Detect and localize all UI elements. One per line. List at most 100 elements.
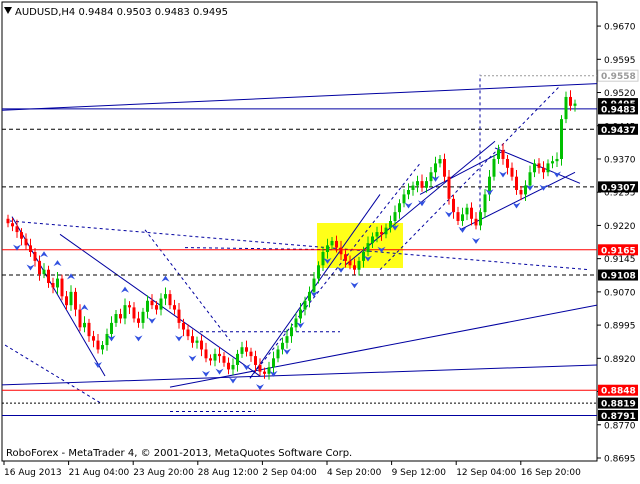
fractal-arrow-icon	[526, 184, 534, 191]
candle-bear	[177, 309, 181, 323]
candle-bull	[461, 214, 464, 221]
time-axis: 16 Aug 2013 21 Aug 04:00 23 Aug 20:00 28 Au…	[3, 461, 581, 478]
candle-bear	[339, 247, 343, 255]
fractal-arrow-icon	[391, 224, 399, 231]
fractal-arrow-icon	[337, 266, 345, 273]
fractal-arrow-icon	[296, 322, 305, 329]
candle-bull	[312, 278, 316, 292]
resistance-dashed-line	[9, 220, 591, 271]
candle-bull	[317, 265, 320, 279]
fractal-arrow-icon	[499, 171, 507, 178]
candle-bull	[366, 243, 370, 253]
candle-bull	[393, 212, 397, 221]
candle-bear	[443, 158, 446, 177]
candle-bull	[389, 220, 392, 228]
candle-bull	[326, 245, 329, 253]
channel-lower-line	[1, 364, 598, 386]
candle-bear	[168, 294, 172, 306]
fractal-arrow-icon	[256, 384, 264, 391]
candle-bull	[551, 161, 554, 164]
candle-bull	[438, 158, 442, 164]
candle-bull	[240, 347, 244, 354]
candle-bear	[249, 351, 253, 357]
candle-bull	[528, 172, 532, 186]
wave-line	[419, 149, 506, 195]
candle-bear	[542, 167, 545, 173]
y-tick-label: 0.8695	[604, 455, 636, 465]
candle-bull	[164, 294, 167, 299]
candle-bear	[33, 252, 37, 261]
y-tick-label: 0.9070	[604, 288, 636, 298]
candle-bear	[245, 347, 248, 352]
candle-bull	[303, 300, 307, 310]
candle-bull	[272, 358, 275, 368]
candle-bear	[182, 322, 185, 330]
candle-bull	[123, 305, 127, 319]
level-price-box	[598, 269, 638, 281]
x-tick-label: 12 Sep 04:00	[456, 468, 516, 478]
candle-bear	[515, 176, 518, 190]
candle-bear	[150, 300, 154, 306]
chart-header-symbol: AUDUSD,H4 0.9484 0.9503 0.9483 0.9495	[15, 7, 228, 18]
candle-bear	[254, 356, 257, 365]
fractal-arrow-icon	[107, 335, 116, 342]
candle-bull	[42, 269, 46, 275]
candle-bear	[29, 245, 32, 253]
y-tick-label: 0.8770	[604, 421, 636, 431]
x-tick-label: 16 Sep 20:00	[521, 468, 581, 478]
fractal-arrow-icon	[539, 184, 548, 191]
candle-bear	[218, 353, 221, 357]
candle-bear	[344, 254, 347, 261]
level-price-box	[598, 397, 638, 409]
level-price-box	[598, 123, 638, 135]
candle-bull	[69, 291, 73, 306]
candle-bear	[519, 189, 523, 195]
fractal-arrow-icon	[229, 377, 237, 384]
candle-bear	[87, 322, 91, 337]
level-price-box	[598, 181, 638, 193]
fractal-arrow-icon	[350, 282, 359, 289]
candle-bear	[447, 176, 451, 199]
wave-dashed-line	[379, 85, 561, 271]
candle-bull	[483, 194, 487, 213]
candle-bull	[146, 300, 149, 312]
fractal-arrow-icon	[134, 335, 143, 342]
candle-bull	[362, 252, 365, 261]
y-tick-label: 0.9670	[604, 23, 636, 33]
candle-bear	[348, 260, 352, 266]
candle-bull	[101, 345, 104, 350]
level-price-box	[598, 244, 638, 256]
candle-bear	[200, 340, 203, 350]
candle-bear	[510, 167, 514, 177]
candle-bear	[74, 291, 77, 310]
candle-bull	[488, 176, 491, 195]
candle-bear	[227, 362, 230, 370]
level-price-box	[598, 409, 638, 421]
x-tick-label: 21 Aug 04:00	[69, 468, 130, 478]
level-price-label: 0.9558	[601, 72, 636, 82]
fractal-arrow-icon	[553, 171, 561, 178]
channel-upper-line	[1, 83, 598, 111]
candle-bull	[159, 298, 163, 310]
candle-bear	[186, 329, 190, 337]
fractal-arrow-icon	[148, 317, 156, 324]
candle-bull	[375, 232, 379, 237]
candle-bull	[308, 291, 311, 301]
fractal-arrow-icon	[512, 202, 521, 209]
y-tick-label: 0.8995	[604, 322, 636, 332]
y-tick-label: 0.9595	[604, 56, 636, 66]
fractal-arrow-icon	[242, 364, 251, 371]
wave-dashed-line	[4, 344, 101, 404]
fractal-arrow-icon	[445, 211, 453, 218]
candle-bear	[209, 358, 212, 361]
candle-bull	[465, 207, 469, 215]
candle-bear	[119, 314, 122, 319]
candle-bear	[47, 269, 50, 284]
x-tick-label: 28 Aug 12:00	[198, 468, 259, 478]
level-price-label: 0.8791	[601, 412, 636, 422]
fractal-arrow-icon	[13, 244, 21, 251]
candle-bear	[96, 340, 100, 350]
fractal-arrows	[13, 171, 561, 391]
candle-bull	[524, 185, 527, 195]
